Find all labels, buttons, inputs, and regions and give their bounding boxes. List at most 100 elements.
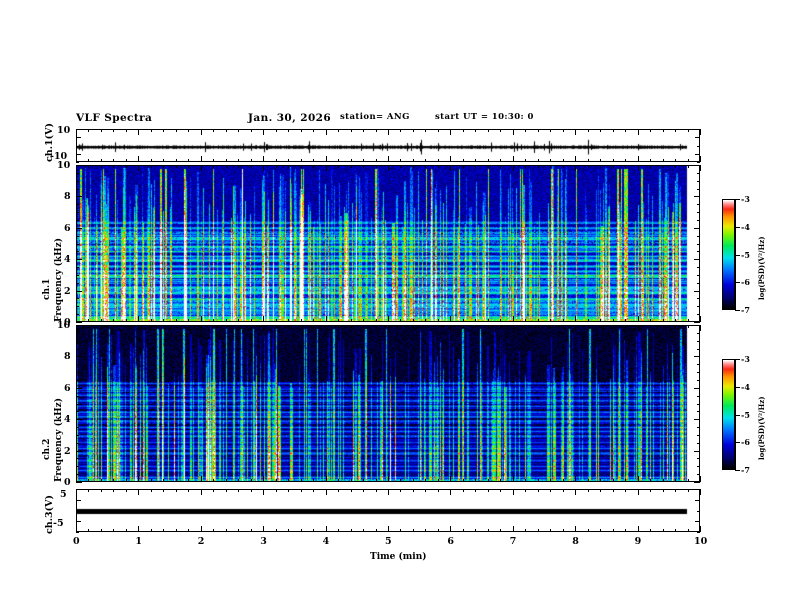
axis-tick	[697, 511, 700, 512]
axis-tick	[694, 419, 700, 420]
axis-tick	[475, 489, 476, 492]
axis-tick	[76, 388, 82, 389]
axis-tick	[563, 165, 564, 168]
axis-tick	[563, 319, 564, 322]
axis-tick	[697, 404, 700, 405]
axis-tick	[363, 529, 364, 532]
axis-tick	[188, 325, 189, 328]
axis-tick	[363, 159, 364, 162]
xaxis-tick-label: 1	[135, 536, 143, 547]
axis-tick	[126, 159, 127, 162]
axis-tick	[625, 129, 626, 132]
colorbar-tick-label: -7	[741, 305, 750, 315]
axis-tick	[697, 181, 700, 182]
axis-tick	[735, 415, 740, 416]
axis-tick	[600, 529, 601, 532]
axis-tick	[76, 419, 82, 420]
axis-tick	[251, 479, 252, 482]
axis-tick	[413, 319, 414, 322]
axis-tick	[88, 129, 89, 132]
axis-tick	[575, 325, 576, 331]
axis-tick	[475, 325, 476, 328]
axis-tick	[313, 325, 314, 328]
axis-tick	[351, 129, 352, 132]
axis-tick	[251, 165, 252, 168]
axis-tick	[500, 325, 501, 328]
axis-tick	[76, 267, 79, 268]
axis-tick	[76, 511, 79, 512]
axis-tick	[388, 156, 389, 162]
axis-tick	[151, 129, 152, 132]
axis-tick	[438, 129, 439, 132]
axis-tick	[694, 322, 700, 323]
axis-tick	[376, 489, 377, 492]
axis-tick	[588, 479, 589, 482]
axis-tick	[238, 325, 239, 328]
axis-tick	[688, 159, 689, 162]
axis-tick	[694, 259, 700, 260]
axis-tick	[76, 325, 82, 326]
axis-tick	[76, 396, 79, 397]
axis-tick	[638, 316, 639, 322]
axis-tick	[176, 129, 177, 132]
axis-tick	[263, 489, 264, 495]
figure-start-ut: start UT = 10:30: 0	[435, 112, 534, 122]
axis-tick	[76, 476, 77, 482]
axis-tick	[351, 479, 352, 482]
axis-tick	[276, 489, 277, 492]
axis-tick	[663, 479, 664, 482]
axis-tick	[550, 479, 551, 482]
axis-tick	[697, 458, 700, 459]
axis-tick	[213, 159, 214, 162]
axis-tick	[697, 474, 700, 475]
axis-tick	[697, 306, 700, 307]
spectrogram-ytick-label: 8	[64, 351, 71, 363]
axis-tick	[600, 479, 601, 482]
axis-tick	[694, 451, 700, 452]
axis-tick	[650, 165, 651, 168]
axis-tick	[400, 479, 401, 482]
axis-tick	[438, 165, 439, 168]
axis-tick	[694, 388, 700, 389]
axis-tick	[638, 325, 639, 331]
axis-tick	[735, 359, 736, 470]
axis-tick	[538, 479, 539, 482]
axis-tick	[76, 482, 82, 483]
axis-tick	[76, 526, 77, 532]
colorbar-tick-label: -3	[741, 354, 750, 364]
spectrogram-ytick-label: 6	[64, 382, 71, 394]
axis-tick	[588, 325, 589, 328]
axis-tick	[176, 489, 177, 492]
axis-tick	[126, 479, 127, 482]
axis-tick	[450, 316, 451, 322]
axis-tick	[288, 319, 289, 322]
axis-tick	[76, 275, 79, 276]
axis-tick	[735, 387, 740, 388]
axis-tick	[563, 529, 564, 532]
axis-tick	[735, 282, 740, 283]
axis-tick	[694, 482, 700, 483]
axis-tick	[513, 489, 514, 495]
xaxis-tick-label: 2	[197, 536, 205, 547]
axis-tick	[226, 325, 227, 328]
axis-tick	[301, 129, 302, 132]
axis-tick	[176, 319, 177, 322]
axis-tick	[700, 325, 701, 331]
ch1-spec-ylabel-channel: ch.1	[42, 278, 52, 300]
axis-tick	[675, 165, 676, 168]
axis-tick	[700, 165, 701, 171]
axis-tick	[363, 479, 364, 482]
ch2-spec-ylabel-frequency: Frequency (kHz)	[54, 397, 64, 482]
axis-tick	[76, 404, 79, 405]
axis-tick	[76, 333, 79, 334]
axis-tick	[450, 476, 451, 482]
axis-tick	[113, 159, 114, 162]
axis-tick	[425, 319, 426, 322]
axis-tick	[201, 129, 202, 135]
axis-tick	[76, 443, 79, 444]
axis-tick	[663, 529, 664, 532]
axis-tick	[697, 129, 700, 130]
axis-tick	[213, 319, 214, 322]
axis-tick	[550, 159, 551, 162]
